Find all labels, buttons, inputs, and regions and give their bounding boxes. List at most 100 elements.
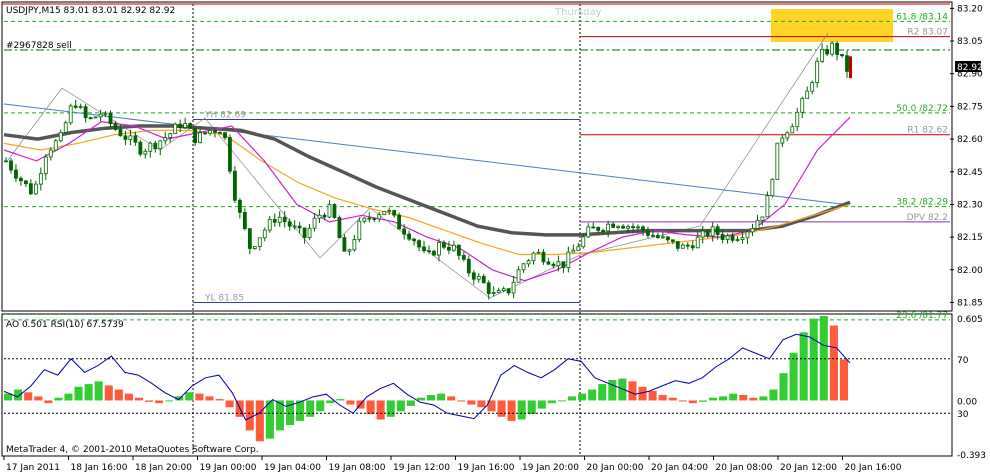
ao-bar [316,400,325,412]
candle-body [651,234,655,237]
indicator-panel[interactable] [1,313,953,457]
price-tick-label: 82.90 [957,70,983,80]
candle-body [710,226,715,237]
level-label: YH 82.69 [204,110,246,120]
ao-bar [608,380,617,401]
candle-body [432,250,436,256]
candle-body [551,263,556,267]
candle-body [83,106,88,119]
candle-body [19,177,23,182]
candle-body [636,226,640,229]
candle-body [417,240,421,248]
moving-average-line [3,129,851,256]
indicator-tick-label: 0.00 [957,397,977,407]
candle-body [267,218,272,231]
ao-bar [537,400,546,409]
ao-bar [789,352,798,401]
candle-body [725,235,730,240]
moving-average-line [3,116,851,282]
candle-body [715,226,720,235]
candle-body [133,135,138,143]
ao-bar [114,389,123,401]
order-label: #2967828 sell [6,41,72,51]
candle-body [616,225,621,228]
candle-body [755,220,760,229]
candle-body [556,261,561,267]
candle-body [511,281,516,294]
candle-body [282,216,287,223]
candle-body [581,236,586,248]
candle-body [447,246,451,251]
candle-body [790,126,795,134]
candle-body [118,129,123,137]
candle-body [840,54,844,57]
candle-body [451,244,456,251]
candle-body [108,112,113,125]
ao-bar [185,392,194,401]
candle-body [342,237,347,252]
candle-body [641,226,645,232]
ao-bar [275,400,284,431]
ao-bar [467,400,476,405]
candle-body [24,180,28,185]
indicator-tick-label: 30 [957,410,969,420]
candle-body [352,239,357,251]
candle-body [785,132,790,139]
candle-body [750,228,755,233]
candle-body [377,214,382,220]
candle-body [541,251,546,263]
ao-bar [265,400,274,439]
candle-body [148,142,153,152]
candle-body [277,216,282,223]
ao-bar [124,393,133,401]
candle-body [830,42,834,55]
ao-bar [84,384,93,401]
candle-body [422,246,426,252]
candle-body [720,234,725,240]
candle-body [347,249,352,252]
candle-body [63,122,68,133]
ao-bar [517,400,526,420]
time-tick-label: 19 Jan 00:00 [200,463,257,473]
ao-bar [648,390,657,401]
ao-bar [698,400,707,402]
ao-bar [255,400,264,442]
indicator-header: AO 0.501 RSI(10) 67.5739 [6,320,124,330]
current-price-marker [955,61,981,72]
candle-body [611,223,616,228]
candle-body [397,214,402,230]
price-panel[interactable] [1,1,953,312]
candle-body [521,263,526,271]
ao-bar [416,397,425,401]
ao-bar [134,397,143,401]
candle-body [496,290,501,293]
indicator-tick-label: 70 [957,356,969,366]
ao-bar [104,385,113,401]
ao-bar [678,400,687,402]
ao-bar [668,397,677,401]
ao-bar [829,325,838,401]
candle-body [252,246,257,249]
candle-body [218,132,222,134]
ao-bar [487,400,496,412]
price-tick-label: 83.05 [957,37,983,47]
candle-body [367,217,372,220]
candle-body [675,241,680,249]
candle-body [412,238,416,242]
candle-body [571,249,576,253]
ao-bar [557,400,566,402]
candle-body [705,230,710,237]
level-label: R1 82.62 [907,126,948,136]
ao-bar [568,396,577,401]
ao-bar [74,386,83,401]
time-tick-label: 19 Jan 20:00 [522,463,579,473]
candle-body [103,112,108,115]
ao-bar [94,381,103,401]
candle-body [98,113,103,118]
ao-bar [588,389,597,401]
candle-body [173,123,178,135]
candle-body [68,105,73,124]
ao-bar [64,393,73,401]
ao-bar [14,389,23,401]
price-tick-label: 81.85 [957,298,983,308]
